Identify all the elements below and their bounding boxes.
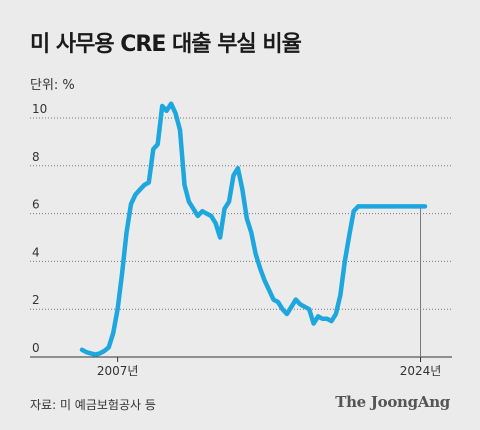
y-tick-label-6: 6 xyxy=(32,198,40,212)
y-tick-label-4: 4 xyxy=(32,245,40,259)
y-tick-label-0: 0 xyxy=(32,341,40,355)
y-tick-label-10: 10 xyxy=(32,102,47,116)
source-note: 자료: 미 예금보험공사 등 xyxy=(30,398,156,412)
unit-label: 단위: % xyxy=(30,78,75,93)
y-tick-label-2: 2 xyxy=(32,293,40,307)
x-tick-label-1: 2024년 xyxy=(400,364,442,378)
series-line xyxy=(79,101,428,357)
publisher-logo: The JoongAng xyxy=(335,393,450,411)
x-tick-label-0: 2007년 xyxy=(97,364,139,378)
y-tick-label-8: 8 xyxy=(32,150,40,164)
chart-title: 미 사무용 CRE 대출 부실 비율 xyxy=(30,32,302,57)
